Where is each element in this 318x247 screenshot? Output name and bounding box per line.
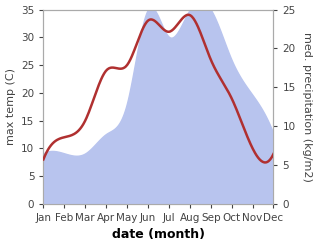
Y-axis label: max temp (C): max temp (C) bbox=[5, 68, 16, 145]
X-axis label: date (month): date (month) bbox=[112, 228, 205, 242]
Y-axis label: med. precipitation (kg/m2): med. precipitation (kg/m2) bbox=[302, 32, 313, 182]
